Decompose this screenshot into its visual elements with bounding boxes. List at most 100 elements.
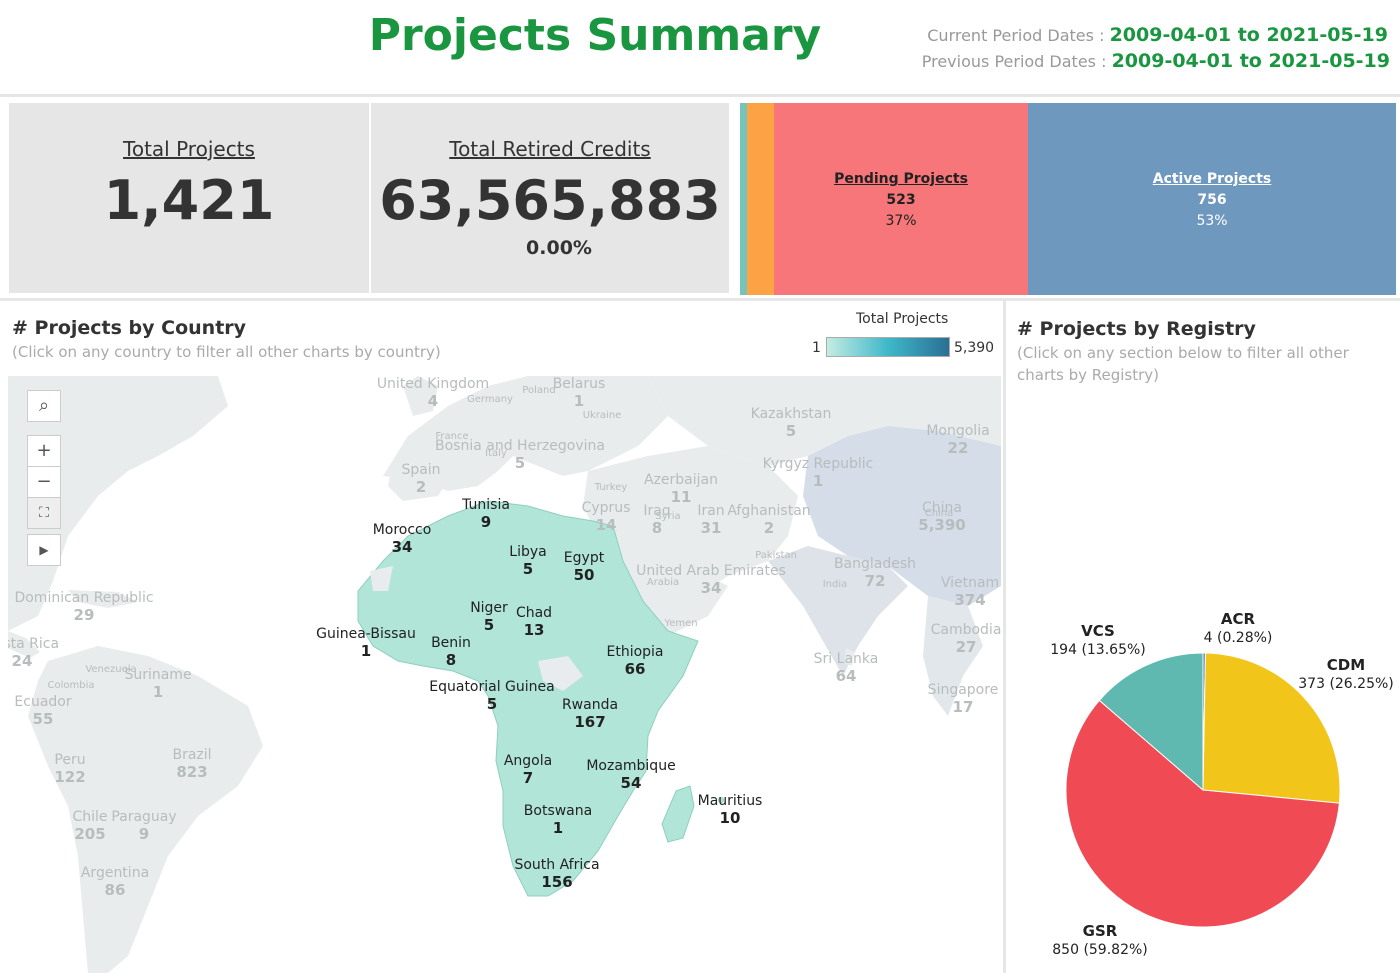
country-label-rwanda[interactable]: Rwanda 167 bbox=[562, 697, 618, 731]
country-label-argentina[interactable]: Argentina 86 bbox=[81, 865, 149, 899]
country-label-chad[interactable]: Chad 13 bbox=[516, 605, 552, 639]
land-madagascar[interactable] bbox=[661, 785, 695, 843]
country-label-mauritius[interactable]: Mauritius 10 bbox=[698, 793, 763, 827]
land-africa[interactable] bbox=[357, 500, 699, 897]
pie-label-vcs-pct: (13.65%) bbox=[1081, 642, 1146, 658]
basemap-label-arabia: Arabia bbox=[646, 577, 680, 588]
country-label-dominican-republic[interactable]: Dominican Republic 29 bbox=[14, 590, 153, 624]
country-label-niger[interactable]: Niger 5 bbox=[470, 600, 508, 634]
country-label-botswana[interactable]: Botswana 1 bbox=[524, 803, 592, 837]
country-label-singapore[interactable]: Singapore 17 bbox=[928, 682, 999, 716]
total-projects-card[interactable]: Total Projects 1,421 bbox=[9, 103, 369, 293]
country-label-cambodia[interactable]: Cambodia 27 bbox=[931, 622, 1001, 656]
land-southeast-asia bbox=[923, 596, 983, 716]
land-central-america bbox=[8, 631, 40, 658]
country-label-vietnam[interactable]: Vietnam 374 bbox=[941, 575, 999, 609]
pie-label-acr-value: 4 bbox=[1203, 630, 1213, 646]
basemap-label-colombia: Colombia bbox=[47, 680, 95, 691]
pie-label-gsr-name: GSR bbox=[1082, 922, 1118, 940]
country-label-mozambique[interactable]: Mozambique 54 bbox=[586, 758, 675, 792]
pending-projects-text: Pending Projects 523 37% bbox=[774, 169, 1028, 232]
status-segment-orange[interactable] bbox=[747, 103, 774, 295]
country-label-china[interactable]: China 5,390 bbox=[918, 500, 965, 534]
country-name: Chile bbox=[72, 809, 108, 825]
map-search-button[interactable]: ⌕ bbox=[27, 390, 61, 422]
country-label-belarus[interactable]: Belarus 1 bbox=[553, 376, 606, 410]
country-label-benin[interactable]: Benin 8 bbox=[431, 635, 471, 669]
country-label-morocco[interactable]: Morocco 34 bbox=[373, 522, 432, 556]
map-zoom-in-button[interactable]: + bbox=[27, 435, 61, 466]
pie-label-gsr-value: 850 bbox=[1052, 942, 1079, 958]
pie-label-cdm-pct: (26.25%) bbox=[1329, 676, 1394, 692]
country-label-afghanistan[interactable]: Afghanistan 2 bbox=[727, 503, 810, 537]
country-label-united-kingdom[interactable]: United Kingdom 4 bbox=[377, 376, 489, 410]
country-value: 4 bbox=[427, 392, 439, 410]
land-sudan-gap bbox=[538, 656, 583, 691]
country-label-iraq[interactable]: Iraq 8 bbox=[643, 503, 670, 537]
country-value: 50 bbox=[573, 566, 595, 584]
pending-projects-pct: 37% bbox=[885, 213, 917, 229]
country-label-united-arab-emirates[interactable]: United Arab Emirates 34 bbox=[636, 563, 786, 597]
country-label-south-africa[interactable]: South Africa 156 bbox=[514, 857, 599, 891]
country-label-angola[interactable]: Angola 7 bbox=[504, 753, 552, 787]
country-name: Vietnam bbox=[940, 575, 1000, 591]
country-name: Singapore bbox=[927, 682, 999, 698]
country-label-ecuador[interactable]: Ecuador 55 bbox=[14, 694, 71, 728]
country-map[interactable]: ⌕ + − ⛶ ▶ Germany Poland Ukraine France Ital… bbox=[8, 376, 1001, 973]
country-name: Suriname bbox=[124, 667, 192, 683]
country-label-sri-lanka[interactable]: Sri Lanka 64 bbox=[814, 651, 879, 685]
pending-projects-count: 523 bbox=[886, 192, 916, 208]
country-value: 5 bbox=[486, 695, 498, 713]
country-name: Bosnia and Herzegovina bbox=[435, 438, 605, 454]
country-label-kazakhstan[interactable]: Kazakhstan 5 bbox=[751, 406, 832, 440]
status-segment-pending[interactable]: Pending Projects 523 37% bbox=[774, 103, 1028, 295]
land-mauritius[interactable] bbox=[718, 797, 724, 803]
map-svg bbox=[8, 376, 1001, 973]
country-label-libya[interactable]: Libya 5 bbox=[509, 544, 546, 578]
country-name: Paraguay bbox=[111, 809, 177, 825]
total-retired-card[interactable]: Total Retired Credits 63,565,883 0.00% bbox=[371, 103, 729, 293]
country-name: Spain bbox=[401, 462, 441, 478]
pending-projects-label: Pending Projects bbox=[834, 171, 968, 187]
map-toolbar-expand-button[interactable]: ▶ bbox=[27, 534, 61, 566]
map-reset-button[interactable]: ⛶ bbox=[27, 497, 61, 529]
country-label-equatorial-guinea[interactable]: Equatorial Guinea 5 bbox=[429, 679, 554, 713]
country-label-spain[interactable]: Spain 2 bbox=[401, 462, 440, 496]
country-label-suriname[interactable]: Suriname 1 bbox=[124, 667, 191, 701]
country-label-peru[interactable]: Peru 122 bbox=[54, 752, 85, 786]
map-title: # Projects by Country bbox=[12, 317, 247, 339]
total-retired-value: 63,565,883 bbox=[379, 169, 721, 232]
country-name: Belarus bbox=[552, 376, 606, 392]
pie-slice-gsr[interactable] bbox=[1065, 699, 1340, 928]
country-label-paraguay[interactable]: Paraguay 9 bbox=[111, 809, 176, 843]
country-label-tunisia[interactable]: Tunisia 9 bbox=[462, 497, 510, 531]
country-label-azerbaijan[interactable]: Azerbaijan 11 bbox=[644, 472, 718, 506]
status-segment-teal[interactable] bbox=[740, 103, 747, 295]
country-label-kyrgyz-republic[interactable]: Kyrgyz Republic 1 bbox=[763, 456, 874, 490]
country-label-brazil[interactable]: Brazil 823 bbox=[172, 747, 211, 781]
legend-title: Total Projects bbox=[856, 311, 949, 327]
pie-slice-cdm[interactable] bbox=[1202, 652, 1341, 804]
status-segment-active[interactable]: Active Projects 756 53% bbox=[1028, 103, 1396, 295]
map-zoom-out-button[interactable]: − bbox=[27, 466, 61, 498]
country-value: 2 bbox=[763, 519, 775, 537]
country-name: Cyprus bbox=[581, 500, 631, 516]
country-label-guinea-bissau[interactable]: Guinea-Bissau 1 bbox=[316, 626, 416, 660]
country-label-chile[interactable]: Chile 205 bbox=[72, 809, 107, 843]
country-label-mongolia[interactable]: Mongolia 22 bbox=[926, 423, 989, 457]
country-label-cyprus[interactable]: Cyprus 14 bbox=[582, 500, 631, 534]
country-name: Equatorial Guinea bbox=[429, 679, 555, 695]
country-label-egypt[interactable]: Egypt 50 bbox=[564, 550, 604, 584]
country-label-bangladesh[interactable]: Bangladesh 72 bbox=[834, 556, 916, 590]
land-iberia bbox=[388, 456, 453, 501]
total-retired-change: 0.00% bbox=[526, 237, 592, 259]
country-label-bosnia-and-herzegovina[interactable]: Bosnia and Herzegovina 5 bbox=[435, 438, 605, 472]
pie-slice-vcs[interactable] bbox=[1098, 652, 1204, 792]
country-label-iran[interactable]: Iran 31 bbox=[697, 503, 724, 537]
country-value: 27 bbox=[955, 638, 977, 656]
country-label-ethiopia[interactable]: Ethiopia 66 bbox=[606, 644, 663, 678]
pie-label-cdm: CDM 373 (26.25%) bbox=[1298, 656, 1394, 694]
country-value: 7 bbox=[522, 769, 534, 787]
country-value: 5,390 bbox=[918, 516, 966, 534]
